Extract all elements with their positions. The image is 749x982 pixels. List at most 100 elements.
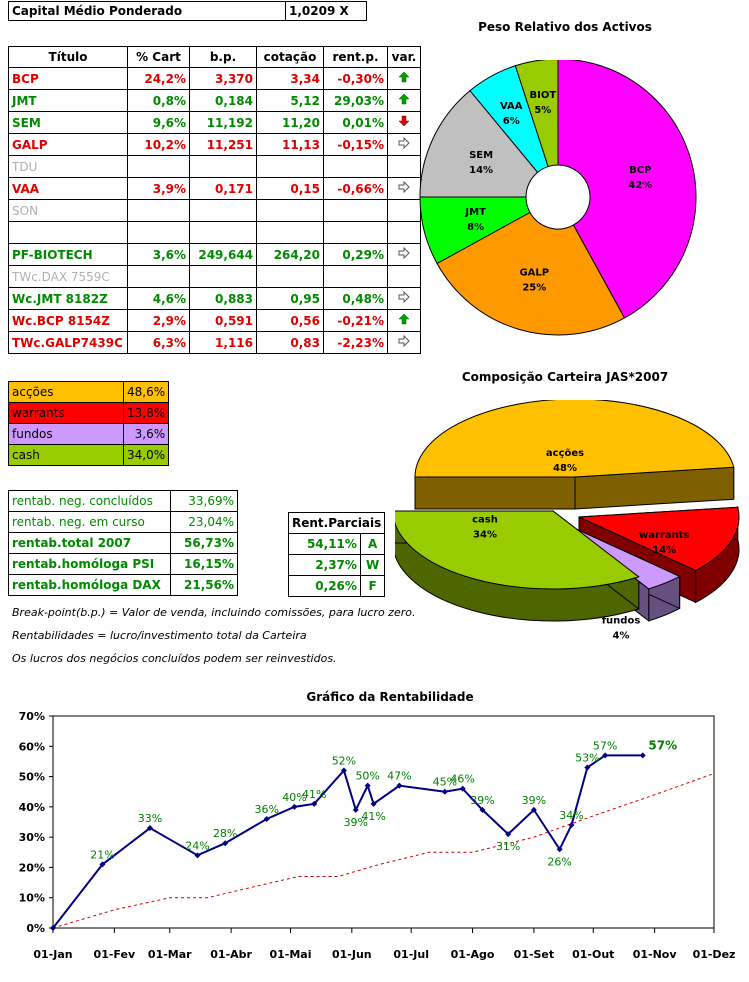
- returns-label: rentab.homóloga DAX: [8, 574, 171, 596]
- portfolio-cell-rent: 29,03%: [323, 89, 388, 112]
- portfolio-row: TWc.GALP7439C 6,3% 1,116 0,83 -2,23%: [8, 331, 421, 354]
- portfolio-row: SON: [8, 199, 421, 222]
- partial-value: 0,26%: [288, 575, 361, 597]
- x-tick-label: 01-Mai: [269, 948, 311, 961]
- composition-label: acções: [8, 381, 124, 403]
- portfolio-cell-rent: -0,66%: [323, 177, 388, 200]
- composition-row: warrants 13,8%: [8, 402, 170, 424]
- portfolio-cell-bp: [189, 265, 257, 288]
- data-point: [222, 840, 229, 847]
- portfolio-row: TWc.DAX 7559C: [8, 265, 421, 288]
- portfolio-cell-pct: 3,6%: [127, 243, 190, 266]
- returns-row: rentab. neg. em curso 23,04%: [8, 511, 238, 533]
- returns-value: 16,15%: [170, 553, 238, 575]
- pie2-slice-1: [578, 506, 740, 571]
- portfolio-cell-cot: 264,20: [256, 243, 324, 266]
- portfolio-cell-rent: 0,29%: [323, 243, 388, 266]
- pie1-value-label: 25%: [522, 283, 546, 294]
- composition-value: 34,0%: [122, 444, 170, 466]
- pie2-value-label: 34%: [473, 529, 497, 540]
- partial-value: 2,37%: [288, 554, 361, 576]
- capital-table: Capital Médio Ponderado 1,0209 X: [8, 1, 367, 21]
- partial-code: F: [359, 575, 386, 597]
- portfolio-cell-rent: [323, 155, 388, 178]
- data-point: [340, 767, 347, 774]
- portfolio-cell-var: [387, 89, 421, 112]
- portfolio-cell-rent: [323, 265, 388, 288]
- data-point: [556, 846, 563, 853]
- composition-label: warrants: [8, 402, 124, 424]
- portfolio-cell-cot: 5,12: [256, 89, 324, 112]
- composition-label: fundos: [8, 423, 124, 445]
- portfolio-cell-cot: 3,34: [256, 67, 324, 90]
- portfolio-cell-cot: 0,56: [256, 309, 324, 332]
- capital-label: Capital Médio Ponderado: [8, 1, 286, 21]
- portfolio-cell-rent: -0,15%: [323, 133, 388, 156]
- portfolio-cell-title: Wc.BCP 8154Z: [8, 309, 128, 332]
- portfolio-row: Wc.BCP 8154Z 2,9% 0,591 0,56 -0,21%: [8, 309, 421, 332]
- y-tick-label: 10%: [19, 892, 45, 905]
- data-label: 53%: [575, 751, 599, 764]
- x-tick-label: 01-Jan: [33, 948, 72, 961]
- returns-value: 56,73%: [170, 532, 238, 554]
- data-point: [352, 806, 359, 813]
- portfolio-cell-title: TWc.GALP7439C: [8, 331, 128, 354]
- pie1-label: BCP: [629, 165, 651, 176]
- portfolio-cell-title: VAA: [8, 177, 128, 200]
- portfolio-cell-cot: [256, 221, 324, 244]
- partial-row: 0,26% F: [288, 575, 386, 597]
- note-rentabilidades: Rentabilidades = lucro/investimento tota…: [12, 629, 307, 642]
- data-label: 26%: [547, 855, 571, 868]
- composition-row: acções 48,6%: [8, 381, 170, 403]
- pie1-value-label: 8%: [467, 222, 484, 233]
- pie2-slice-3: [395, 510, 640, 590]
- portfolio-cell-bp: [189, 155, 257, 178]
- x-tick-label: 01-Abr: [210, 948, 252, 961]
- partial-returns-table: Rent.Parciais 54,11% A 2,37% W 0,26% F: [287, 512, 386, 597]
- y-tick-label: 60%: [19, 740, 45, 753]
- data-point: [146, 825, 153, 832]
- note-lucros: Os lucros dos negócios concluídos podem …: [12, 652, 337, 665]
- data-point: [530, 806, 537, 813]
- portfolio-row: BCP 24,2% 3,370 3,34 -0,30%: [8, 67, 421, 90]
- data-point: [505, 831, 512, 838]
- portfolio-cell-rent: 0,48%: [323, 287, 388, 310]
- portfolio-cell-rent: [323, 221, 388, 244]
- data-label: 28%: [213, 827, 237, 840]
- partial-row: 2,37% W: [288, 554, 386, 576]
- portfolio-cell-pct: [127, 221, 190, 244]
- portfolio-cell-pct: 2,9%: [127, 309, 190, 332]
- portfolio-cell-bp: 3,370: [189, 67, 257, 90]
- portfolio-row: SEM 9,6% 11,192 11,20 0,01%: [8, 111, 421, 134]
- portfolio-header-4: rent.p.: [323, 46, 388, 68]
- portfolio-cell-bp: 11,251: [189, 133, 257, 156]
- arrow-up-icon: [398, 71, 410, 83]
- portfolio-cell-pct: [127, 199, 190, 222]
- data-point: [396, 782, 403, 789]
- returns-label: rentab.total 2007: [8, 532, 171, 554]
- returns-line-chart: 0% 10% 20% 30% 40% 50% 60% 70% 01-Jan 01-Fev 01-Ma…: [19, 710, 736, 961]
- portfolio-cell-rent: -0,30%: [323, 67, 388, 90]
- arrow-right-icon: [398, 180, 410, 194]
- composition-value: 13,8%: [122, 402, 170, 424]
- data-label: 52%: [332, 755, 356, 768]
- partial-value: 54,11%: [288, 533, 361, 555]
- portfolio-cell-pct: [127, 155, 190, 178]
- portfolio-cell-rent: -2,23%: [323, 331, 388, 354]
- portfolio-cell-title: JMT: [8, 89, 128, 112]
- data-point: [459, 785, 466, 792]
- returns-label: rentab. neg. concluídos: [8, 490, 171, 512]
- composition-row: cash 34,0%: [8, 444, 170, 466]
- x-tick-label: 01-Out: [572, 948, 614, 961]
- pie2-value-label: 4%: [613, 631, 630, 642]
- composition-value: 48,6%: [122, 381, 170, 403]
- portfolio-cell-cot: [256, 155, 324, 178]
- portfolio-cell-bp: 249,644: [189, 243, 257, 266]
- composition-table: acções 48,6% warrants 13,8% fundos 3,6% cash 34…: [8, 381, 170, 466]
- data-point: [584, 764, 591, 771]
- capital-value: 1,0209 X: [285, 1, 367, 21]
- data-point: [99, 861, 106, 868]
- pie1-label: JMT: [464, 207, 486, 218]
- portfolio-cell-bp: [189, 221, 257, 244]
- portfolio-cell-title: Wc.JMT 8182Z: [8, 287, 128, 310]
